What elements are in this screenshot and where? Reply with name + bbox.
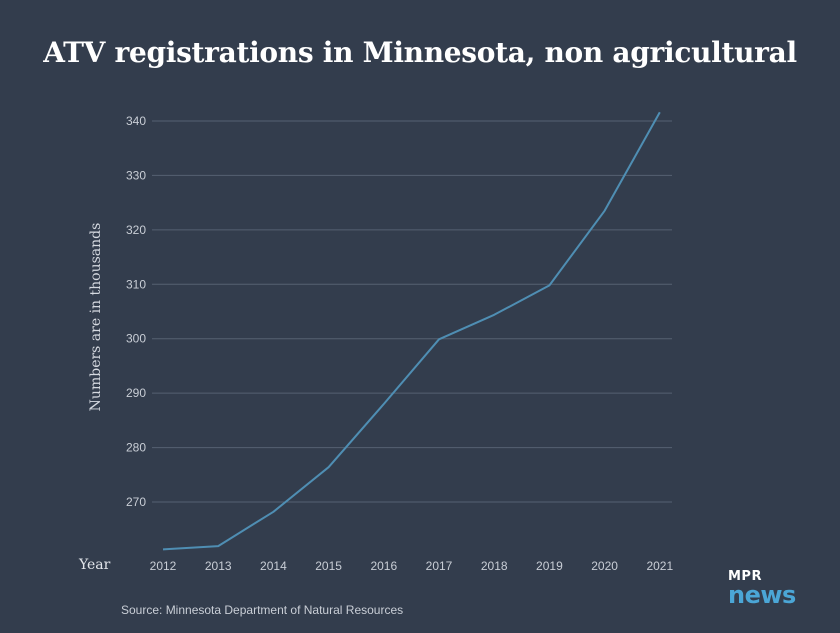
x-tick-label: 2019 — [536, 559, 563, 573]
x-tick-label: 2014 — [260, 559, 287, 573]
series-line — [162, 111, 661, 551]
y-tick-label: 300 — [126, 332, 146, 346]
x-axis-label: Year — [79, 557, 111, 573]
y-tick-label: 290 — [126, 386, 146, 400]
source-note: Source: Minnesota Department of Natural … — [121, 603, 404, 617]
logo-news-text: news — [728, 581, 796, 609]
y-tick-label: 320 — [126, 223, 146, 237]
x-tick-label: 2018 — [481, 559, 508, 573]
gridlines — [152, 120, 672, 503]
series-lines — [162, 111, 661, 551]
x-tick-label: 2013 — [205, 559, 232, 573]
x-tick-label: 2021 — [646, 559, 673, 573]
y-tick-label: 270 — [126, 495, 146, 509]
x-tick-label: 2012 — [150, 559, 177, 573]
logo-mpr-text: MPR — [728, 569, 762, 584]
x-tick-label: 2016 — [370, 559, 397, 573]
x-tick-label: 2020 — [591, 559, 618, 573]
x-tick-label: 2015 — [315, 559, 342, 573]
y-tick-labels: 270 280 290 300 310 320 330 340 — [126, 114, 146, 509]
y-tick-label: 310 — [126, 277, 146, 291]
y-tick-label: 330 — [126, 168, 146, 182]
x-tick-label: 2017 — [426, 559, 453, 573]
x-tick-labels: 2012 2013 2014 2015 2016 2017 2018 2019 2020 2021 — [150, 559, 674, 573]
y-tick-label: 280 — [126, 441, 146, 455]
y-tick-label: 340 — [126, 114, 146, 128]
mpr-news-logo: MPR news — [728, 569, 812, 609]
chart-title: ATV registrations in Minnesota, non agri… — [43, 36, 797, 69]
